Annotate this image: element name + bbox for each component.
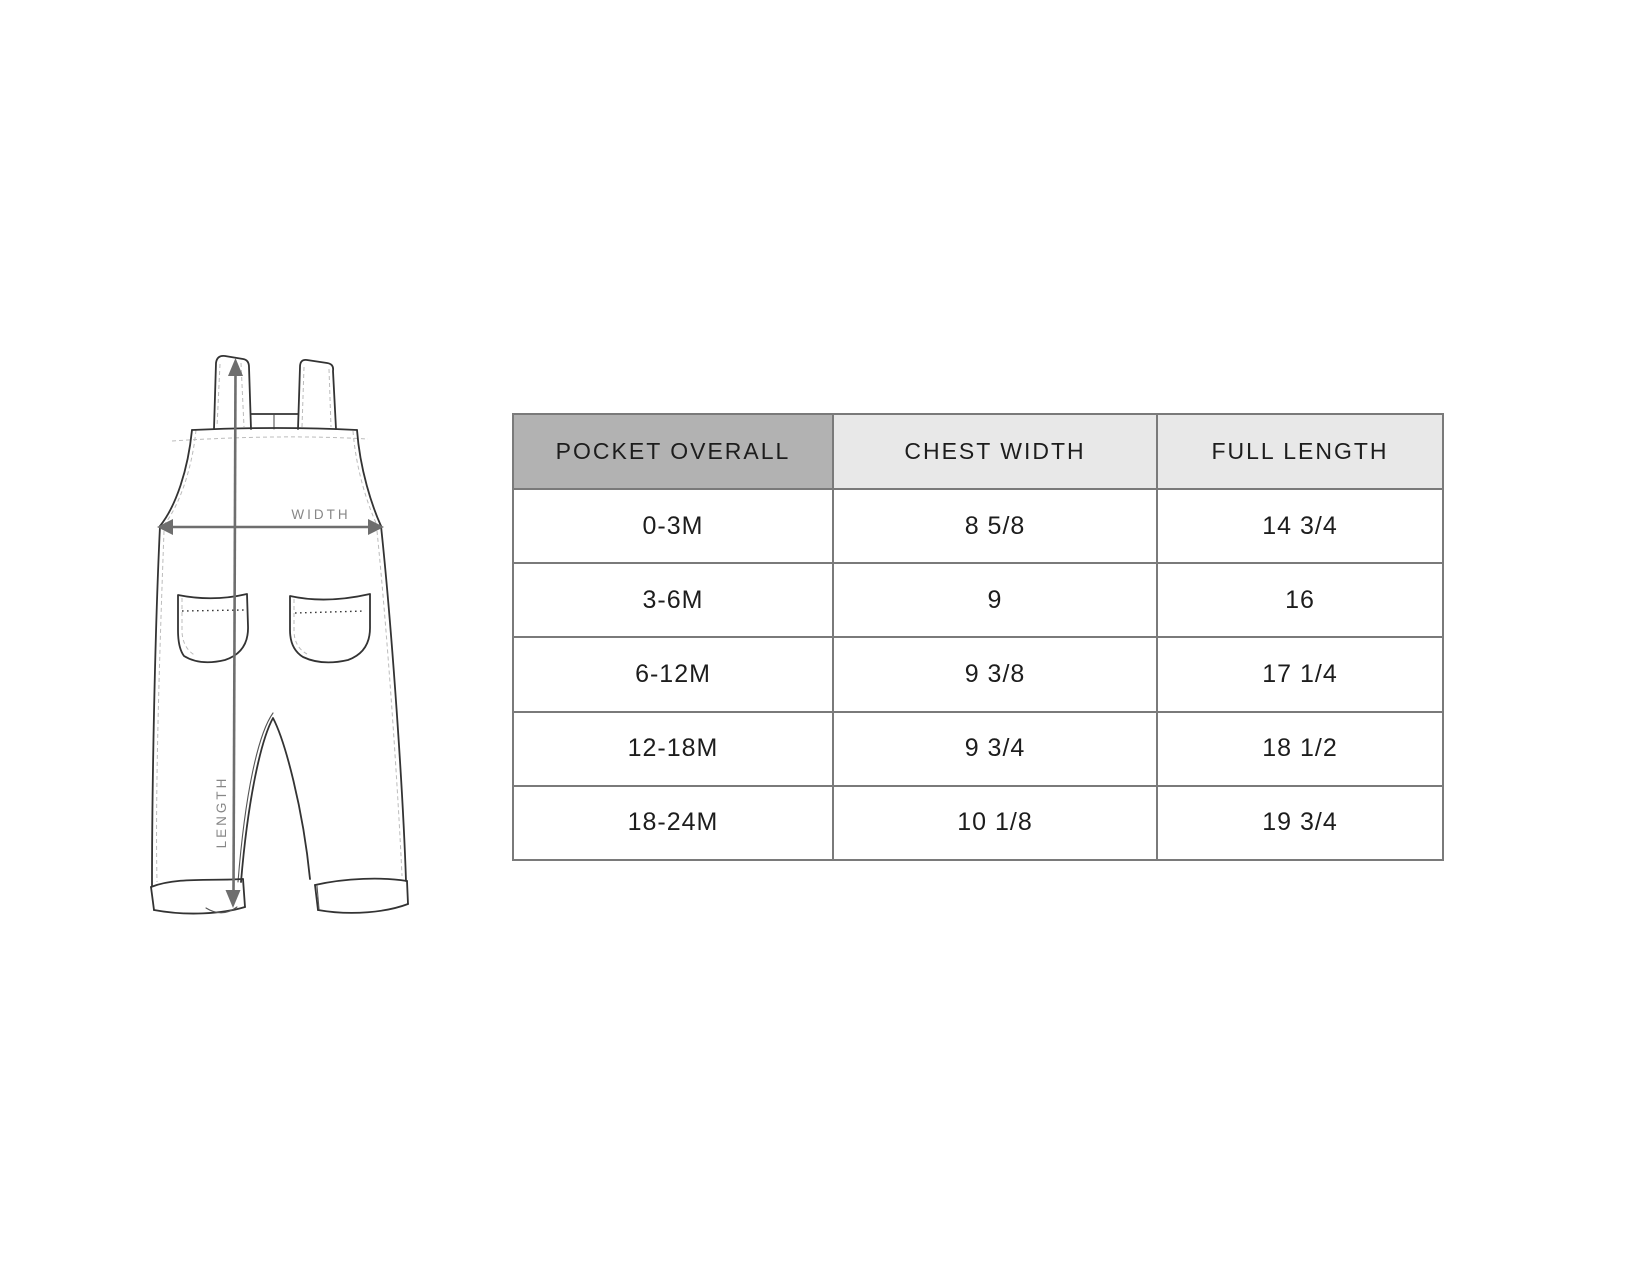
header-chest-width: CHEST WIDTH: [832, 413, 1158, 490]
table-row: 0-3M 8 5/8 14 3/4: [512, 487, 1444, 565]
table-row: 3-6M 9 16: [512, 562, 1444, 639]
size-cell: 3-6M: [512, 562, 834, 639]
chest-width-cell: 8 5/8: [832, 487, 1158, 565]
chest-width-cell: 9 3/4: [832, 710, 1158, 787]
width-arrow-icon: [157, 519, 384, 535]
table-row: 12-18M 9 3/4 18 1/2: [512, 710, 1444, 787]
full-length-cell: 19 3/4: [1156, 784, 1444, 862]
chest-width-cell: 9 3/8: [832, 636, 1158, 713]
size-cell: 18-24M: [512, 784, 834, 862]
table-row: 6-12M 9 3/8 17 1/4: [512, 636, 1444, 713]
full-length-cell: 14 3/4: [1156, 487, 1444, 565]
full-length-cell: 17 1/4: [1156, 636, 1444, 713]
table-header-row: POCKET OVERALL CHEST WIDTH FULL LENGTH: [512, 413, 1444, 490]
stitch-lines: [156, 362, 403, 883]
size-table: POCKET OVERALL CHEST WIDTH FULL LENGTH 0…: [512, 413, 1444, 862]
full-length-cell: 16: [1156, 562, 1444, 639]
header-full-length: FULL LENGTH: [1156, 413, 1444, 490]
pockets: [177, 593, 371, 664]
table-row: 18-24M 10 1/8 19 3/4: [512, 784, 1444, 862]
size-cell: 0-3M: [512, 487, 834, 565]
overall-garment-diagram: WIDTH LENGTH: [150, 354, 409, 915]
garment-outline: [150, 354, 409, 915]
chest-width-cell: 10 1/8: [832, 784, 1158, 862]
chest-width-cell: 9: [832, 562, 1158, 639]
full-length-cell: 18 1/2: [1156, 710, 1444, 787]
length-arrow-icon: [225, 358, 243, 908]
length-label: LENGTH: [214, 776, 229, 849]
header-pocket-overall: POCKET OVERALL: [512, 413, 834, 490]
size-cell: 6-12M: [512, 636, 834, 713]
size-cell: 12-18M: [512, 710, 834, 787]
width-label: WIDTH: [291, 507, 350, 522]
